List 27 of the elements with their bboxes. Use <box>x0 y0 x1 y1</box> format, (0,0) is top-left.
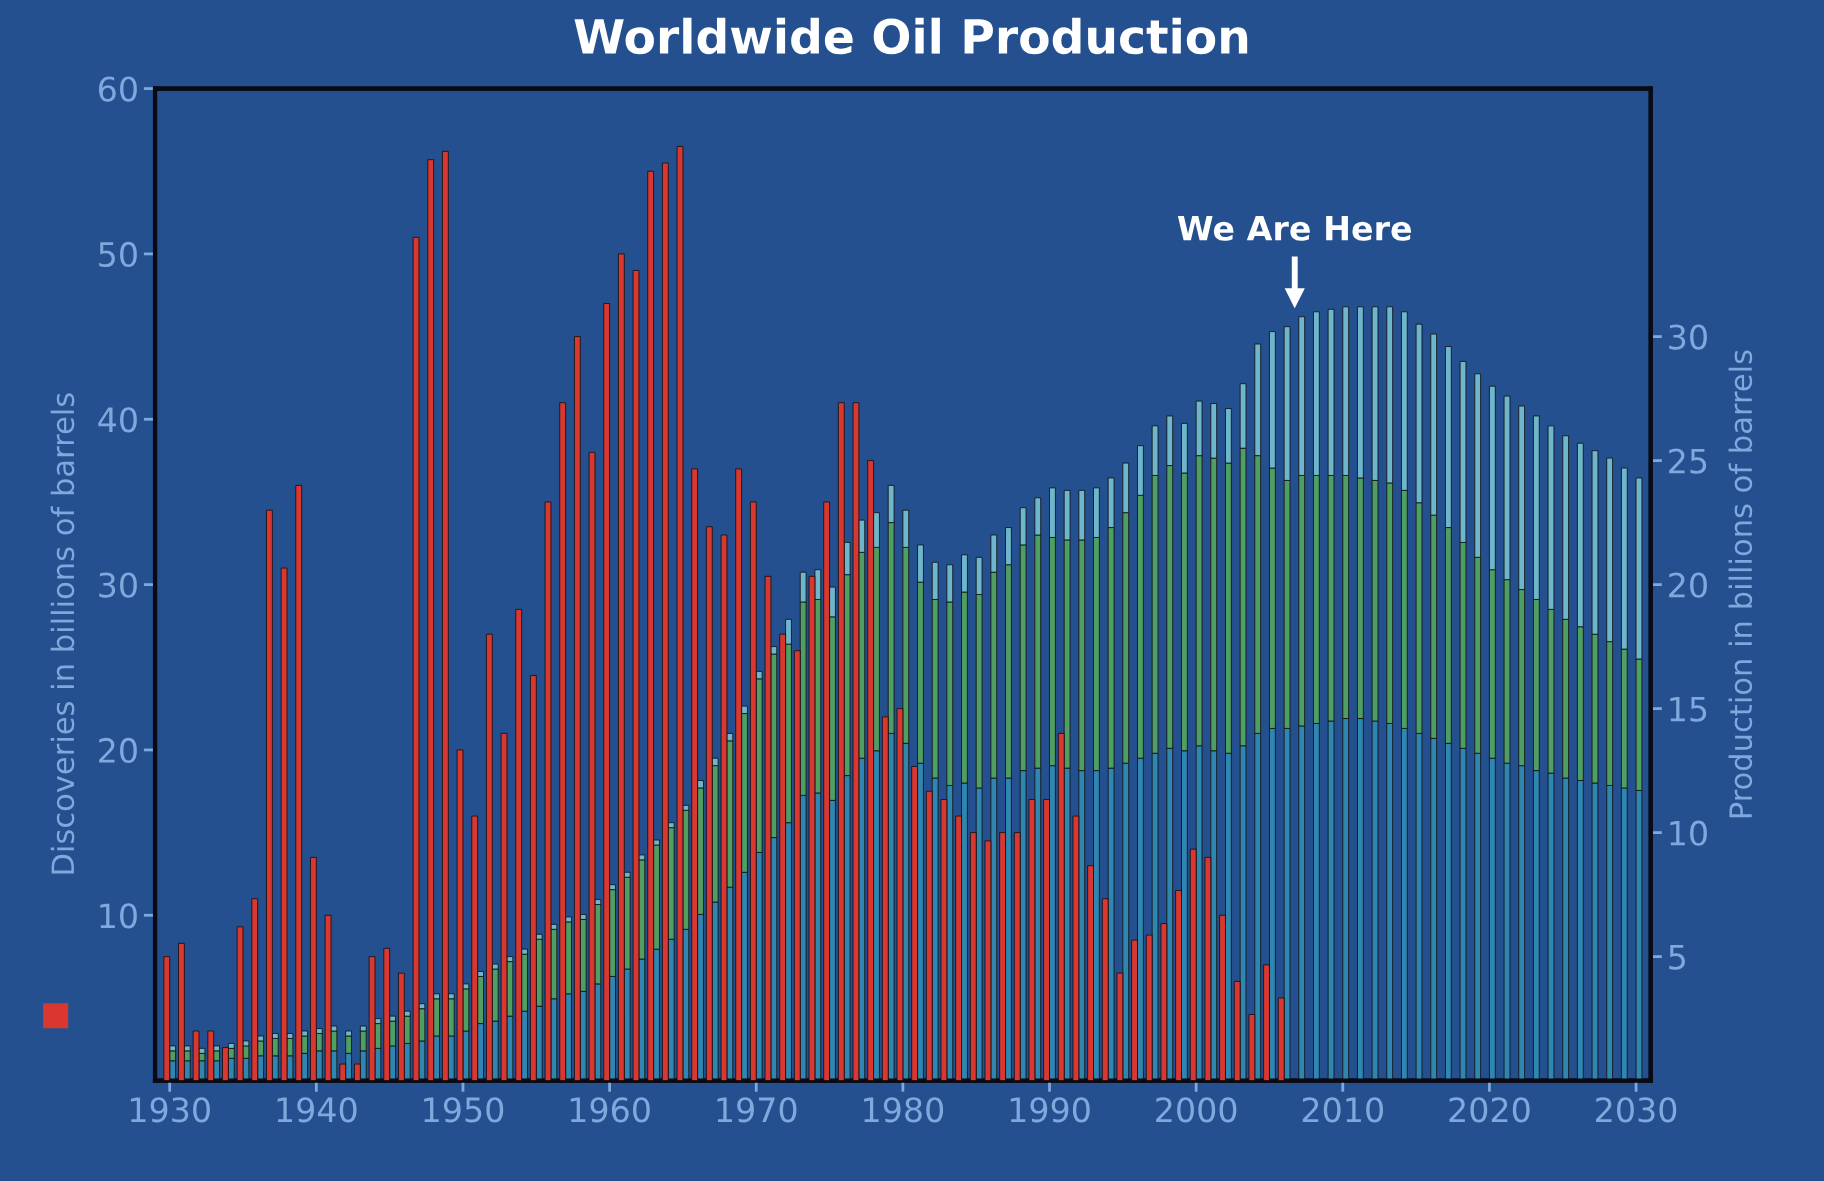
y2-tick-label: 10 <box>1670 820 1707 846</box>
x-tick-label: 2000 <box>1156 1097 1237 1123</box>
x-tick-label: 2010 <box>1302 1097 1383 1123</box>
chart-title: Worldwide Oil Production <box>574 17 1248 55</box>
x-tick-label: 1930 <box>130 1097 210 1123</box>
annotation: We Are Here <box>1177 216 1412 241</box>
y2-tick-label: 15 <box>1670 696 1707 722</box>
y-tick-label: 20 <box>99 737 137 764</box>
y2-tick-label: 20 <box>1669 572 1707 598</box>
y-tick-label: 10 <box>100 903 137 929</box>
y-tick-label: 60 <box>98 76 137 102</box>
x-tick-label: 2020 <box>1449 1097 1530 1123</box>
y2-tick-label: 30 <box>1669 324 1707 350</box>
y-tick-label: 30 <box>99 572 137 598</box>
x-tick-label: 1960 <box>570 1097 650 1123</box>
y-tick-label: 40 <box>98 407 137 433</box>
y2-tick-label: 5 <box>1669 944 1685 970</box>
x-tick-label: 1970 <box>717 1097 797 1123</box>
y2-tick-label: 25 <box>1669 448 1707 474</box>
y-axis-title: Discoveries in billions of barrels <box>50 393 75 874</box>
x-tick-label: 1990 <box>1010 1097 1090 1123</box>
x-tick-label: 1940 <box>277 1097 357 1123</box>
x-tick-label: 1980 <box>864 1097 944 1123</box>
y2-axis-title: Production in billions of barrels <box>1728 350 1753 818</box>
x-tick-label: 1950 <box>424 1097 504 1123</box>
y-tick-label: 50 <box>99 241 137 268</box>
x-tick-label: 2030 <box>1596 1097 1677 1123</box>
